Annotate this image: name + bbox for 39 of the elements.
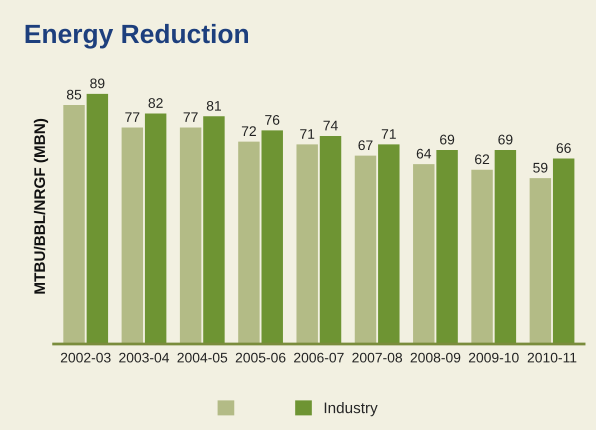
- x-tick-label: 2009-10: [468, 352, 519, 363]
- data-label: 62: [475, 154, 490, 164]
- data-label: 77: [184, 112, 198, 122]
- data-label: 77: [125, 112, 140, 122]
- data-label: 59: [533, 162, 548, 173]
- data-label: 66: [556, 143, 571, 153]
- bar: [238, 142, 260, 344]
- data-label: 85: [66, 90, 82, 100]
- x-tick-label: 2008-09: [410, 352, 460, 363]
- bar: [122, 128, 144, 344]
- data-label: 71: [300, 129, 314, 139]
- bar: [63, 105, 85, 344]
- bar: [471, 170, 493, 344]
- bar: [296, 144, 318, 344]
- bar: [413, 164, 435, 344]
- data-label: 74: [324, 120, 338, 130]
- x-tick-label: 2010-11: [528, 352, 576, 363]
- x-tick-label: 2002-03: [60, 352, 111, 363]
- data-label: 76: [265, 115, 280, 125]
- data-label: 71: [382, 129, 396, 139]
- bar: [354, 156, 376, 344]
- data-label: 82: [148, 98, 163, 108]
- x-tick-label: 2007-08: [352, 352, 402, 363]
- bar: [180, 128, 202, 344]
- data-label: 72: [242, 126, 256, 136]
- x-tick-label: 2004-05: [177, 352, 228, 363]
- data-label: 89: [90, 78, 104, 88]
- x-tick-label: 2003-04: [119, 352, 170, 363]
- data-label: 69: [440, 134, 454, 145]
- legend-label: Industry: [324, 402, 378, 416]
- data-label: 81: [206, 100, 221, 111]
- bar: [530, 178, 552, 344]
- x-tick-label: 2006-07: [294, 352, 344, 363]
- chart-title: Energy Reduction: [26, 24, 248, 49]
- data-label: 64: [416, 148, 432, 159]
- x-tick-label: 2005-06: [236, 352, 286, 363]
- data-label: 69: [498, 134, 512, 145]
- data-label: 67: [358, 140, 373, 150]
- y-axis-title: MTBU/BBL/NRGF (MBN): [34, 118, 48, 294]
